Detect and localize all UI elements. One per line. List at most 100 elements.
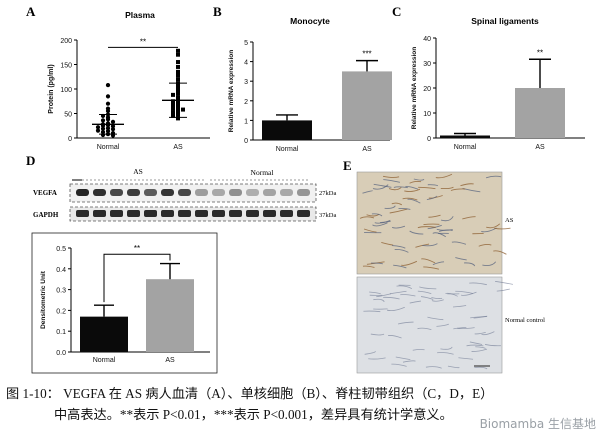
panel-a-point-normal xyxy=(100,118,106,123)
panel-e-tissue-fiber-normal xyxy=(447,365,460,369)
panel-b-letter: B xyxy=(213,4,222,19)
panel-d-band-gapdh xyxy=(93,210,106,217)
panel-a-point-normal xyxy=(105,94,111,99)
panel-e-tissue-fiber-normal xyxy=(440,346,453,350)
panel-e-tissue-fiber-normal xyxy=(431,297,443,299)
panel-a-letter: A xyxy=(26,4,36,19)
panel-e-tissue-fiber-as xyxy=(404,188,421,192)
panel-e-tissue-fiber-as xyxy=(415,243,430,248)
panel-e-tissue-fiber-normal xyxy=(370,333,385,336)
panel-e-tissue-fiber-normal xyxy=(427,316,444,321)
panel-e-tissue-fiber-as xyxy=(450,188,466,191)
panel-e-tissue-fiber-normal xyxy=(386,306,405,312)
panel-d-band-vegfa xyxy=(246,189,259,196)
panel-a-point-normal xyxy=(105,101,111,106)
panel-b-bar-normal xyxy=(262,120,312,140)
panel-e-tissue-fiber-normal xyxy=(473,315,488,319)
panel-a-y-tick-label: 100 xyxy=(60,87,72,94)
panel-d-y-tick-label: 0.4 xyxy=(56,267,66,274)
panel-c-y-axis-label: Relative mRNA expression xyxy=(411,47,418,130)
panel-e-tissue-fiber-as xyxy=(371,213,383,217)
panel-a-point-as xyxy=(171,113,175,118)
panel-d-band-gapdh xyxy=(110,210,123,217)
panel-a-point-as xyxy=(176,116,180,121)
panel-b-y-tick-label: 2 xyxy=(244,99,248,106)
panel-e-tissue-fiber-as xyxy=(394,248,409,253)
panel-a-point-normal xyxy=(110,124,116,129)
panel-e-tissue-fiber-normal xyxy=(402,360,416,363)
panel-d-band-vegfa xyxy=(127,189,140,196)
panel-e-tissue-fiber-as xyxy=(423,223,440,226)
panel-a-point-as xyxy=(171,110,175,115)
panel-d-y-tick-label: 0.2 xyxy=(56,308,66,315)
panel-b-title: Monocyte xyxy=(290,16,330,26)
panel-e-tissue-fiber-normal xyxy=(409,300,421,304)
panel-d-band-gapdh xyxy=(144,210,157,217)
panel-d-group-as: AS xyxy=(133,167,143,176)
panel-e-tissue-fiber-normal xyxy=(458,357,474,360)
panel-e-tissue-fiber-as xyxy=(451,241,467,245)
panel-e-tissue-fiber-as xyxy=(426,195,438,201)
panel-e-tissue-fiber-as xyxy=(359,216,375,219)
panel-e-tissue-fiber-as xyxy=(363,228,377,233)
panel-e-tissue-fiber-as xyxy=(485,175,502,179)
panel-e-tissue-fiber-as xyxy=(391,202,403,206)
panel-a-point-normal xyxy=(100,130,106,135)
panel-e-tissue-fiber-as xyxy=(383,179,401,183)
panel-e-label-normal: Normal control xyxy=(505,317,545,324)
panel-a-point-as xyxy=(176,69,180,74)
panel-a-point-as xyxy=(171,104,175,109)
panel-e-tissue-fiber-normal xyxy=(389,290,407,295)
panel-e-tissue-fiber-normal xyxy=(474,332,486,335)
panel-e-tissue-fiber-normal xyxy=(475,346,486,349)
panel-a-point-normal xyxy=(105,82,111,88)
panel-d-bar-as xyxy=(146,279,194,352)
panel-b: B Monocyte 0 1 2 3 4 5 Relative mRNA expression N… xyxy=(213,4,392,153)
panel-c-significance: ** xyxy=(537,48,543,57)
panel-e-tissue-fiber-normal xyxy=(481,331,495,336)
panel-e-tissue-fiber-normal xyxy=(484,344,501,347)
panel-d-band-vegfa xyxy=(161,189,174,196)
panel-e-tissue-fiber-as xyxy=(392,245,406,249)
panel-e-tissue-fiber-as xyxy=(388,187,402,191)
panel-a-point-normal xyxy=(100,126,106,131)
panel-e-tissue-fiber-as xyxy=(421,258,436,264)
panel-d-band-vegfa xyxy=(110,189,123,196)
panel-e-tissue-fiber-as xyxy=(381,242,394,246)
panel-a-point-as xyxy=(171,101,175,106)
panel-d-band-vegfa xyxy=(229,189,242,196)
panel-e-tissue-fiber-as xyxy=(398,207,411,210)
panel-e-tissue-fiber-normal xyxy=(420,296,434,300)
panel-e-tissue-fiber-as xyxy=(486,223,501,229)
panel-e-tissue-fiber-normal xyxy=(466,344,484,347)
panel-e-tissue-fiber-as xyxy=(478,244,492,247)
panel-e-tissue-fiber-as xyxy=(391,225,406,229)
panel-e-tissue-fiber-as xyxy=(440,186,454,190)
panel-e-tissue-fiber-normal xyxy=(383,296,400,300)
panel-c-x-tick-label: Normal xyxy=(454,144,477,151)
panel-a-point-as xyxy=(176,73,180,78)
panel-b-y-tick-label: 0 xyxy=(244,138,248,145)
panel-d-band-vegfa xyxy=(212,189,225,196)
panel-b-x-tick-label: Normal xyxy=(276,146,299,153)
panel-c-y-tick-label: 40 xyxy=(423,36,431,43)
panel-e-tissue-fiber-as xyxy=(393,186,408,189)
panel-e-tissue-fiber-as xyxy=(384,205,396,209)
panel-d-band-label-gapdh: GAPDH xyxy=(33,211,59,219)
panel-e-tissue-fiber-as xyxy=(423,266,439,270)
panel-d-significance-bracket xyxy=(103,253,171,303)
panel-b-x-tick-label: AS xyxy=(362,146,372,153)
panel-e-tissue-fiber-normal xyxy=(391,363,407,367)
panel-e-tissue-fiber-as xyxy=(362,265,375,268)
panel-e-tissue-fiber-as xyxy=(440,216,454,222)
panel-d-x-tick-label: AS xyxy=(165,357,175,364)
panel-a-point-normal xyxy=(110,127,116,132)
panel-e-tissue-fiber-as xyxy=(402,197,418,201)
panel-d-band-gapdh xyxy=(229,210,242,217)
panel-e-tissue-fiber-as xyxy=(417,226,436,229)
panel-d-size-vegfa: 27kDa xyxy=(319,190,336,197)
panel-e-tissue-fiber-normal xyxy=(461,291,477,296)
panel-e-tissue-fiber-as xyxy=(464,262,476,267)
panel-a-title: Plasma xyxy=(125,10,155,20)
panel-e-tissue-fiber-as xyxy=(422,243,438,247)
